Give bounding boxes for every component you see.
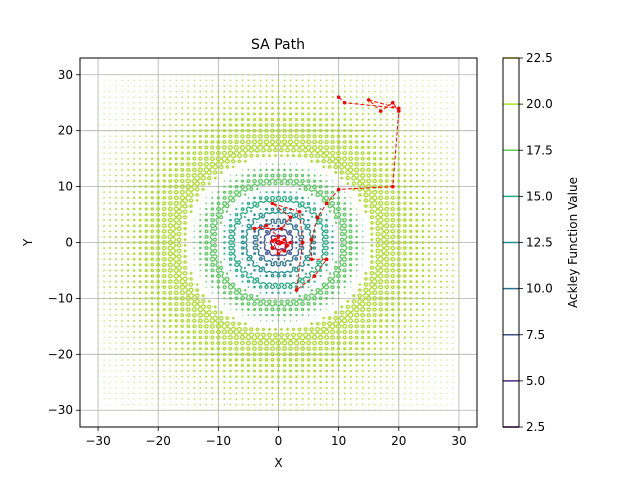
colorbar-ticks: 2.5 5.0 7.5 10.0 12.5 15.0 17.5 20.0 22.5 (519, 51, 553, 434)
sa-path-point (390, 184, 395, 189)
sa-path-line (254, 96, 400, 292)
colorbar-tick-label: 5.0 (526, 374, 545, 388)
y-tick-label: 20 (58, 124, 73, 138)
sa-path-point (282, 237, 287, 242)
x-axis-ticks: −30 −20 −10 0 10 20 30 (85, 427, 467, 448)
colorbar-tick-label: 22.5 (526, 51, 553, 65)
y-tick-label: −30 (48, 403, 73, 417)
x-tick-label: 30 (451, 434, 466, 448)
sa-path-point (288, 215, 293, 220)
x-axis-title: X (274, 456, 282, 470)
sa-path-point (390, 100, 395, 105)
y-tick-label: 0 (65, 236, 73, 250)
colorbar-title: Ackley Function Value (566, 177, 580, 308)
x-tick-label: −10 (206, 434, 231, 448)
x-tick-label: 20 (391, 434, 406, 448)
colorbar-tick-label: 12.5 (526, 236, 553, 250)
sa-path-point (366, 98, 371, 102)
sa-path-point (270, 201, 275, 206)
colorbar-tick-label: 7.5 (526, 328, 545, 342)
colorbar-tick-label: 2.5 (526, 420, 545, 434)
sa-path-point (309, 257, 314, 262)
sa-path-point (312, 274, 317, 278)
sa-path-point (270, 246, 275, 250)
sa-path-point (309, 237, 314, 242)
sa-path-point (336, 187, 341, 192)
chart-title: SA Path (251, 37, 305, 53)
sa-path (252, 95, 401, 292)
sa-path-point (297, 209, 302, 214)
sa-path-point (276, 235, 281, 239)
contour-line-level-17.5 (193, 163, 364, 322)
y-tick-label: 30 (58, 68, 73, 82)
colorbar-tick-label: 15.0 (526, 189, 553, 203)
sa-path-point (342, 100, 347, 105)
x-tick-label: 0 (275, 434, 283, 448)
sa-path-point (324, 257, 329, 262)
colorbar-tick-label: 10.0 (526, 282, 553, 296)
sa-path-point (285, 243, 290, 248)
sa-path-point (397, 106, 401, 111)
colorbar-tick-label: 20.0 (526, 97, 553, 111)
sa-path-point (270, 239, 275, 243)
sa-path-point (397, 109, 401, 113)
y-tick-label: 10 (58, 180, 73, 194)
sa-path-point (279, 226, 284, 231)
sa-path-point (324, 201, 329, 206)
sa-path-point (378, 109, 383, 113)
contour-line-level-20 (97, 74, 460, 411)
y-axis-title: Y (21, 238, 35, 247)
sa-path-point (276, 251, 281, 256)
colorbar-tick-label: 17.5 (526, 143, 553, 157)
y-tick-label: −20 (48, 347, 73, 361)
sa-path-point (264, 223, 269, 228)
sa-path-point (294, 288, 299, 292)
sa-path-point (277, 241, 282, 246)
sa-path-point (252, 226, 257, 231)
sa-path-point (300, 240, 305, 245)
contour-line-level-12.5 (240, 207, 317, 278)
sa-path-point (273, 237, 278, 242)
sa-path-point (288, 240, 293, 245)
sa-path-point (282, 249, 287, 253)
sa-path-point (336, 95, 341, 99)
sa-path-point (315, 215, 320, 220)
colorbar: 2.5 5.0 7.5 10.0 12.5 15.0 17.5 20.0 22.5 Ackley… (502, 51, 580, 434)
x-tick-label: 10 (331, 434, 346, 448)
x-tick-label: −30 (85, 434, 110, 448)
x-tick-label: −20 (146, 434, 171, 448)
y-axis-ticks: −30 −20 −10 0 10 20 30 (48, 68, 80, 417)
plot-area: −30 −20 −10 0 10 20 30 −30 −20 −10 0 10 20 30 (48, 57, 478, 448)
y-tick-label: −10 (48, 291, 73, 305)
